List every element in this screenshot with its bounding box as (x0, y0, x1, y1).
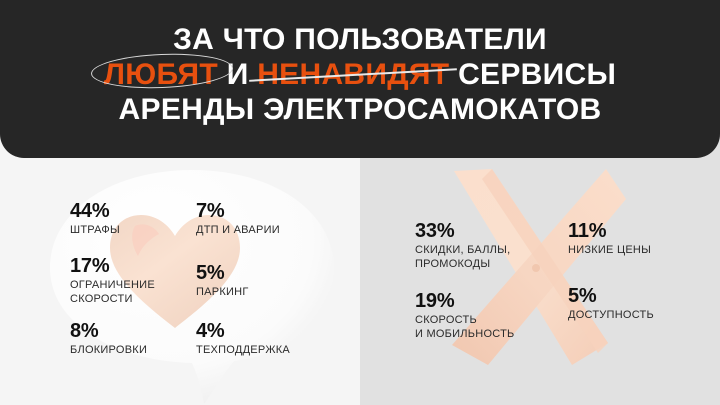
title-line-1: ЗА ЧТО ПОЛЬЗОВАТЕЛИ (0, 22, 720, 57)
title-text-services: СЕРВИСЫ (458, 58, 617, 91)
stat-label: ОГРАНИЧЕНИЕ СКОРОСТИ (70, 279, 155, 305)
struck-word-hate: НЕНАВИДЯТ (249, 57, 458, 92)
stat-item: 17% ОГРАНИЧЕНИЕ СКОРОСТИ (70, 255, 155, 306)
stat-value: 5% (196, 262, 225, 284)
stat-item: 33% СКИДКИ, БАЛЛЫ, ПРОМОКОДЫ (415, 220, 510, 271)
stat-value: 8% (70, 320, 99, 342)
stat-item: 11% НИЗКИЕ ЦЕНЫ (568, 220, 651, 258)
circled-word-love: ЛЮБЯТ (90, 51, 234, 92)
stat-value: 33% (415, 220, 455, 242)
heart-icon (104, 212, 246, 330)
stat-label: ТЕХПОДДЕРЖКА (196, 344, 290, 356)
title-word-love: ЛЮБЯТ (103, 58, 219, 91)
stat-label: НИЗКИЕ ЦЕНЫ (568, 244, 652, 256)
stat-item: 7% ДТП И АВАРИИ (196, 200, 280, 238)
stat-label: БЛОКИРОВКИ (70, 344, 148, 356)
stat-label: ДОСТУПНОСТЬ (568, 309, 654, 321)
stat-value: 17% (70, 255, 110, 277)
title-line-3: АРЕНДЫ ЭЛЕКТРОСАМОКАТОВ (0, 92, 720, 127)
title-word-hate: НЕНАВИДЯТ (257, 58, 450, 91)
stat-item: 44% ШТРАФЫ (70, 200, 120, 238)
stat-label: СКОРОСТЬ И МОБИЛЬНОСТЬ (415, 314, 515, 340)
x-mark-icon (430, 165, 630, 370)
title-text-line3: АРЕНДЫ ЭЛЕКТРОСАМОКАТОВ (118, 93, 602, 126)
stat-item: 19% СКОРОСТЬ И МОБИЛЬНОСТЬ (415, 290, 515, 341)
stat-label: ДТП И АВАРИИ (196, 224, 280, 236)
title-text-line1: ЗА ЧТО ПОЛЬЗОВАТЕЛИ (173, 23, 547, 56)
stat-value: 11% (568, 220, 607, 242)
stat-item: 8% БЛОКИРОВКИ (70, 320, 147, 358)
stat-value: 7% (196, 200, 225, 222)
stat-label: СКИДКИ, БАЛЛЫ, ПРОМОКОДЫ (415, 244, 511, 270)
stat-label: ПАРКИНГ (196, 286, 249, 298)
stat-value: 44% (70, 200, 110, 222)
stat-item: 5% ПАРКИНГ (196, 262, 249, 300)
stat-value: 4% (196, 320, 225, 342)
stat-value: 19% (415, 290, 455, 312)
stat-item: 5% ДОСТУПНОСТЬ (568, 285, 654, 323)
stat-item: 4% ТЕХПОДДЕРЖКА (196, 320, 290, 358)
page-title: ЗА ЧТО ПОЛЬЗОВАТЕЛИ ЛЮБЯТ И НЕНАВИДЯТ СЕ… (0, 22, 720, 127)
title-line-2: ЛЮБЯТ И НЕНАВИДЯТ СЕРВИСЫ (0, 51, 720, 92)
header-banner: ЗА ЧТО ПОЛЬЗОВАТЕЛИ ЛЮБЯТ И НЕНАВИДЯТ СЕ… (0, 0, 720, 158)
stat-value: 5% (568, 285, 597, 307)
stat-label: ШТРАФЫ (70, 224, 120, 236)
title-conjunction: И (226, 58, 249, 91)
